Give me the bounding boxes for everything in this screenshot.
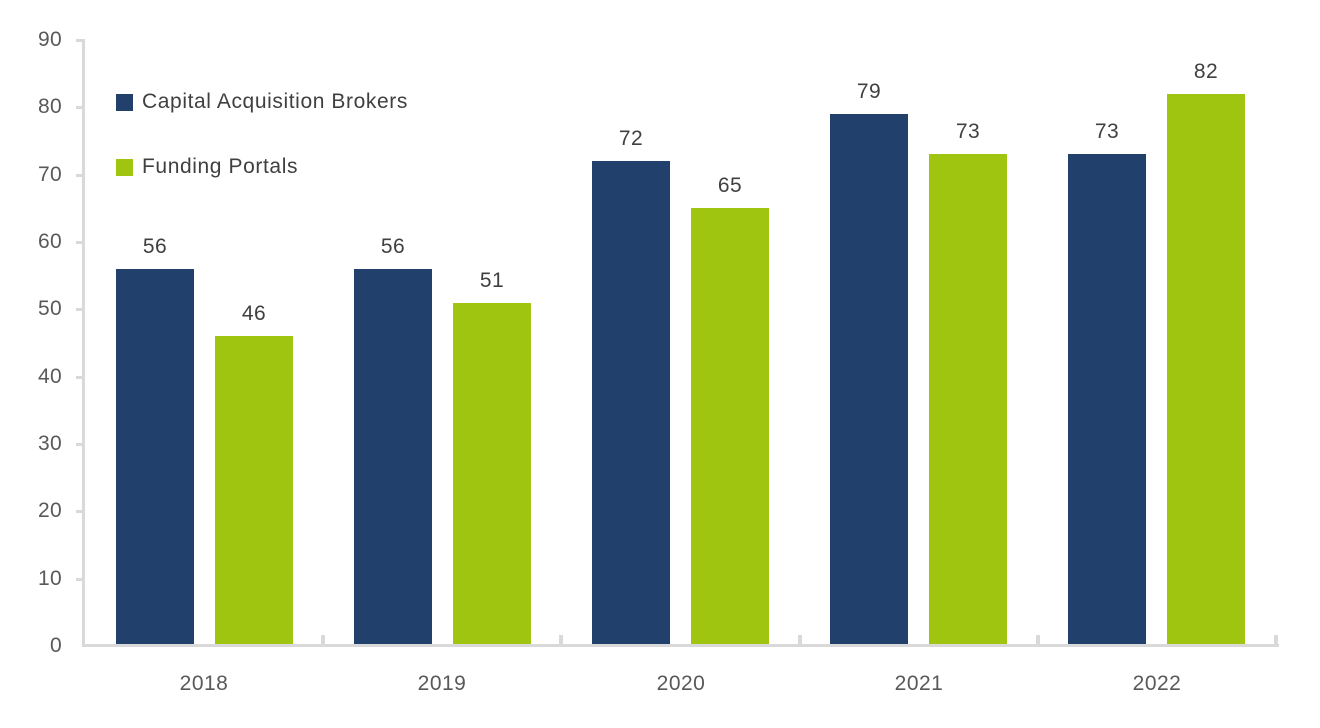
bar-funding-portals-2018 [215, 336, 293, 644]
y-tick-label: 30 [38, 432, 62, 455]
y-tick-label: 40 [38, 365, 62, 388]
x-tick-mark [1274, 635, 1278, 644]
bar-value-label: 56 [380, 235, 406, 258]
bar-capital-acquisition-brokers-2019 [354, 269, 432, 644]
bar-capital-acquisition-brokers-2018 [116, 269, 194, 644]
x-axis-line [82, 644, 1279, 647]
bar-value-label: 65 [717, 174, 743, 197]
bar-funding-portals-2020 [691, 208, 769, 644]
legend-item-capital-acquisition-brokers: Capital Acquisition Brokers [116, 90, 408, 114]
bar-value-label: 72 [618, 127, 644, 150]
y-tick-mark [76, 578, 85, 581]
bar-value-label: 82 [1193, 60, 1219, 83]
bar-value-label: 56 [142, 235, 168, 258]
bar-funding-portals-2019 [453, 303, 531, 644]
y-tick-label: 50 [38, 297, 62, 320]
y-tick-mark [76, 308, 85, 311]
x-category-label: 2021 [894, 672, 944, 695]
y-tick-label: 90 [38, 28, 62, 51]
x-category-label: 2022 [1132, 672, 1182, 695]
legend-item-funding-portals: Funding Portals [116, 155, 408, 179]
bar-funding-portals-2021 [929, 154, 1007, 644]
bar-capital-acquisition-brokers-2022 [1068, 154, 1146, 644]
bar-capital-acquisition-brokers-2021 [830, 114, 908, 644]
y-axis-line [82, 40, 85, 647]
y-tick-mark [76, 39, 85, 42]
x-tick-mark [321, 635, 325, 644]
y-tick-label: 70 [38, 163, 62, 186]
y-tick-mark [76, 174, 85, 177]
legend: Capital Acquisition Brokers Funding Port… [116, 90, 408, 220]
y-tick-label: 60 [38, 230, 62, 253]
legend-label: Funding Portals [142, 155, 299, 178]
bar-value-label: 46 [241, 302, 267, 325]
bar-value-label: 73 [955, 120, 981, 143]
legend-label: Capital Acquisition Brokers [142, 90, 408, 113]
y-tick-mark [76, 106, 85, 109]
y-tick-label: 0 [50, 634, 62, 657]
bar-value-label: 51 [479, 269, 505, 292]
bar-value-label: 73 [1094, 120, 1120, 143]
bar-value-label: 79 [856, 80, 882, 103]
x-tick-mark [1036, 635, 1040, 644]
x-tick-mark [559, 635, 563, 644]
x-category-label: 2018 [179, 672, 229, 695]
y-tick-label: 20 [38, 499, 62, 522]
x-category-label: 2019 [417, 672, 467, 695]
y-tick-mark [76, 241, 85, 244]
legend-swatch-funding-portals [116, 158, 133, 176]
bar-funding-portals-2022 [1167, 94, 1245, 644]
y-tick-label: 10 [38, 567, 62, 590]
bar-capital-acquisition-brokers-2020 [592, 161, 670, 644]
y-tick-mark [76, 443, 85, 446]
legend-swatch-capital-acquisition-brokers [116, 93, 133, 111]
y-tick-mark [76, 510, 85, 513]
x-tick-mark [798, 635, 802, 644]
y-tick-label: 80 [38, 95, 62, 118]
x-category-label: 2020 [656, 672, 706, 695]
y-tick-mark [76, 376, 85, 379]
